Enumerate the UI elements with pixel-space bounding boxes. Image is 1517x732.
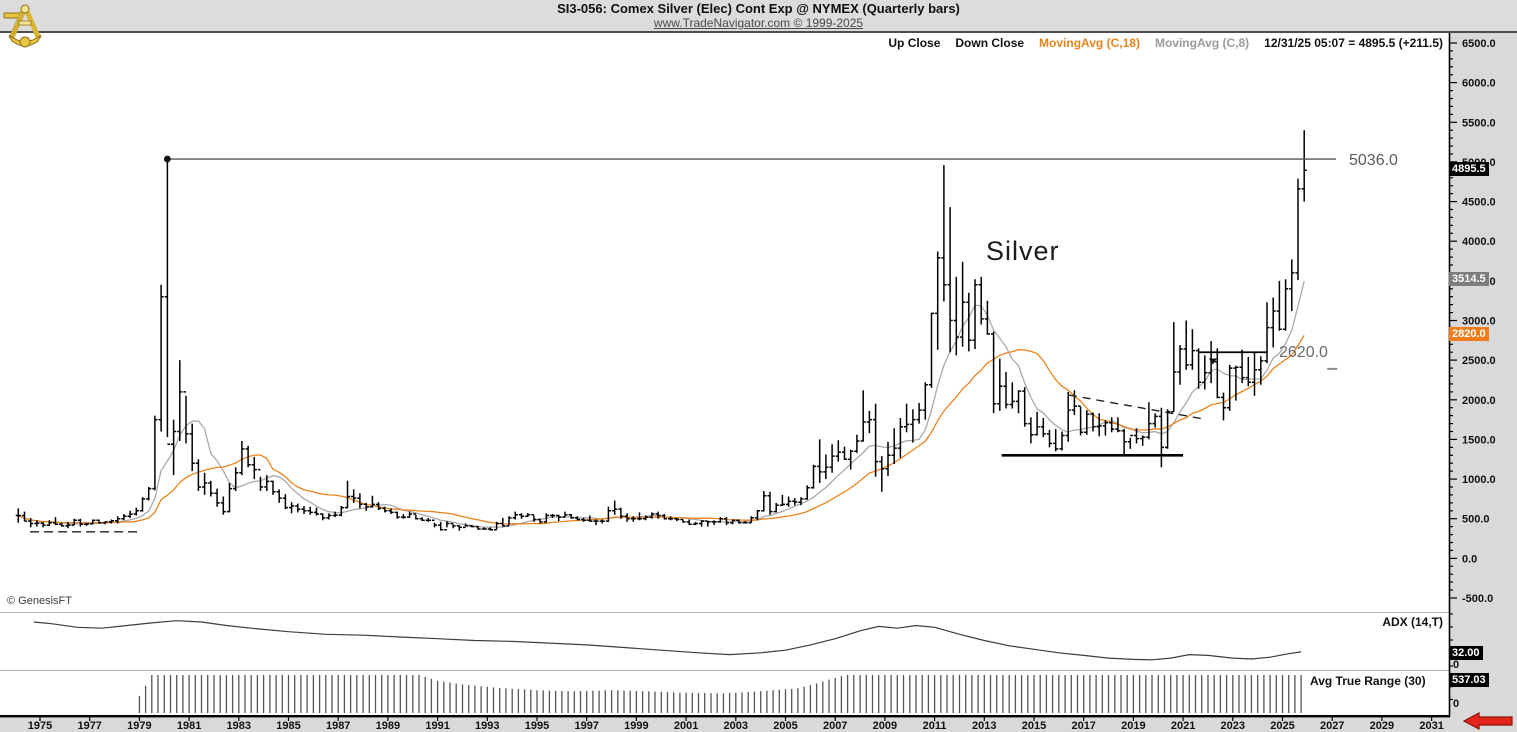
svg-text:1985: 1985 xyxy=(276,720,300,732)
svg-text:1987: 1987 xyxy=(326,720,350,732)
svg-text:2009: 2009 xyxy=(873,720,897,732)
svg-text:2031: 2031 xyxy=(1419,720,1443,732)
svg-text:500.0: 500.0 xyxy=(1462,514,1490,526)
svg-text:1983: 1983 xyxy=(227,720,251,732)
svg-text:2019: 2019 xyxy=(1121,720,1145,732)
svg-text:1991: 1991 xyxy=(425,720,449,732)
svg-text:2005: 2005 xyxy=(773,720,797,732)
legend-up-close: Up Close xyxy=(888,36,941,50)
svg-text:5500.0: 5500.0 xyxy=(1462,117,1496,129)
chart-title: SI3-056: Comex Silver (Elec) Cont Exp @ … xyxy=(557,1,960,16)
legend-down-close: Down Close xyxy=(955,36,1025,50)
svg-text:2023: 2023 xyxy=(1221,720,1245,732)
legend-movingavg-18: MovingAvg (C,18) xyxy=(1039,36,1140,50)
resistance-label: 2620.0 xyxy=(1279,344,1328,361)
last-price-badge: 4895.5 xyxy=(1449,162,1489,176)
chart-legend: Up Close Down Close MovingAvg (C,18) Mov… xyxy=(888,36,1443,50)
ma8-value-badge: 3514.5 xyxy=(1449,272,1489,286)
svg-text:0.0: 0.0 xyxy=(1462,553,1477,565)
left-arrow-icon xyxy=(1462,712,1513,730)
svg-text:2015: 2015 xyxy=(1022,720,1046,732)
svg-text:6500.0: 6500.0 xyxy=(1462,38,1496,50)
trade-navigator-logo-icon xyxy=(2,1,48,54)
svg-text:1989: 1989 xyxy=(376,720,400,732)
high-line-label: 5036.0 xyxy=(1349,152,1398,169)
svg-text:1995: 1995 xyxy=(525,720,549,732)
svg-text:2027: 2027 xyxy=(1320,720,1344,732)
svg-text:2000.0: 2000.0 xyxy=(1462,395,1496,407)
svg-text:1977: 1977 xyxy=(77,720,101,732)
adx-zero-label: 0 xyxy=(1453,659,1460,671)
svg-text:2021: 2021 xyxy=(1171,720,1195,732)
svg-text:1997: 1997 xyxy=(574,720,598,732)
svg-text:3000.0: 3000.0 xyxy=(1462,316,1496,328)
svg-text:2001: 2001 xyxy=(674,720,698,732)
svg-text:2007: 2007 xyxy=(823,720,847,732)
svg-text:1000.0: 1000.0 xyxy=(1462,474,1496,486)
svg-text:2011: 2011 xyxy=(923,720,947,732)
scroll-left-arrow[interactable] xyxy=(1462,711,1514,732)
last-quote-text: 12/31/25 05:07 = 4895.5 (+211.5) xyxy=(1264,36,1443,50)
adx-panel-label: ADX (14,T) xyxy=(1382,615,1443,629)
svg-text:4000.0: 4000.0 xyxy=(1462,236,1496,248)
svg-text:1993: 1993 xyxy=(475,720,499,732)
svg-text:1981: 1981 xyxy=(177,720,201,732)
atr-value-badge: 537.03 xyxy=(1449,673,1489,687)
svg-text:1500.0: 1500.0 xyxy=(1462,434,1496,446)
chart-header: SI3-056: Comex Silver (Elec) Cont Exp @ … xyxy=(0,0,1517,33)
svg-text:1975: 1975 xyxy=(28,720,52,732)
ma18-value-badge: 2820.0 xyxy=(1449,327,1489,341)
atr-panel-label: Avg True Range (30) xyxy=(1308,674,1430,689)
svg-text:2500.0: 2500.0 xyxy=(1462,355,1496,367)
symbol-label: Silver xyxy=(986,236,1060,266)
svg-text:1999: 1999 xyxy=(624,720,648,732)
svg-text:6000.0: 6000.0 xyxy=(1462,78,1496,90)
svg-text:2017: 2017 xyxy=(1071,720,1095,732)
website-link[interactable]: www.TradeNavigator.com © 1999-2025 xyxy=(653,16,864,30)
svg-text:2025: 2025 xyxy=(1270,720,1294,732)
svg-text:-500.0: -500.0 xyxy=(1462,593,1493,605)
svg-text:4500.0: 4500.0 xyxy=(1462,197,1496,209)
svg-text:2029: 2029 xyxy=(1370,720,1394,732)
legend-movingavg-8: MovingAvg (C,8) xyxy=(1154,36,1250,50)
genesis-copyright: © GenesisFT xyxy=(7,595,72,607)
svg-text:2003: 2003 xyxy=(724,720,748,732)
atr-zero-label: 0 xyxy=(1453,698,1460,710)
svg-text:2013: 2013 xyxy=(972,720,996,732)
svg-text:1979: 1979 xyxy=(127,720,151,732)
adx-value-badge: 32.00 xyxy=(1449,646,1483,660)
